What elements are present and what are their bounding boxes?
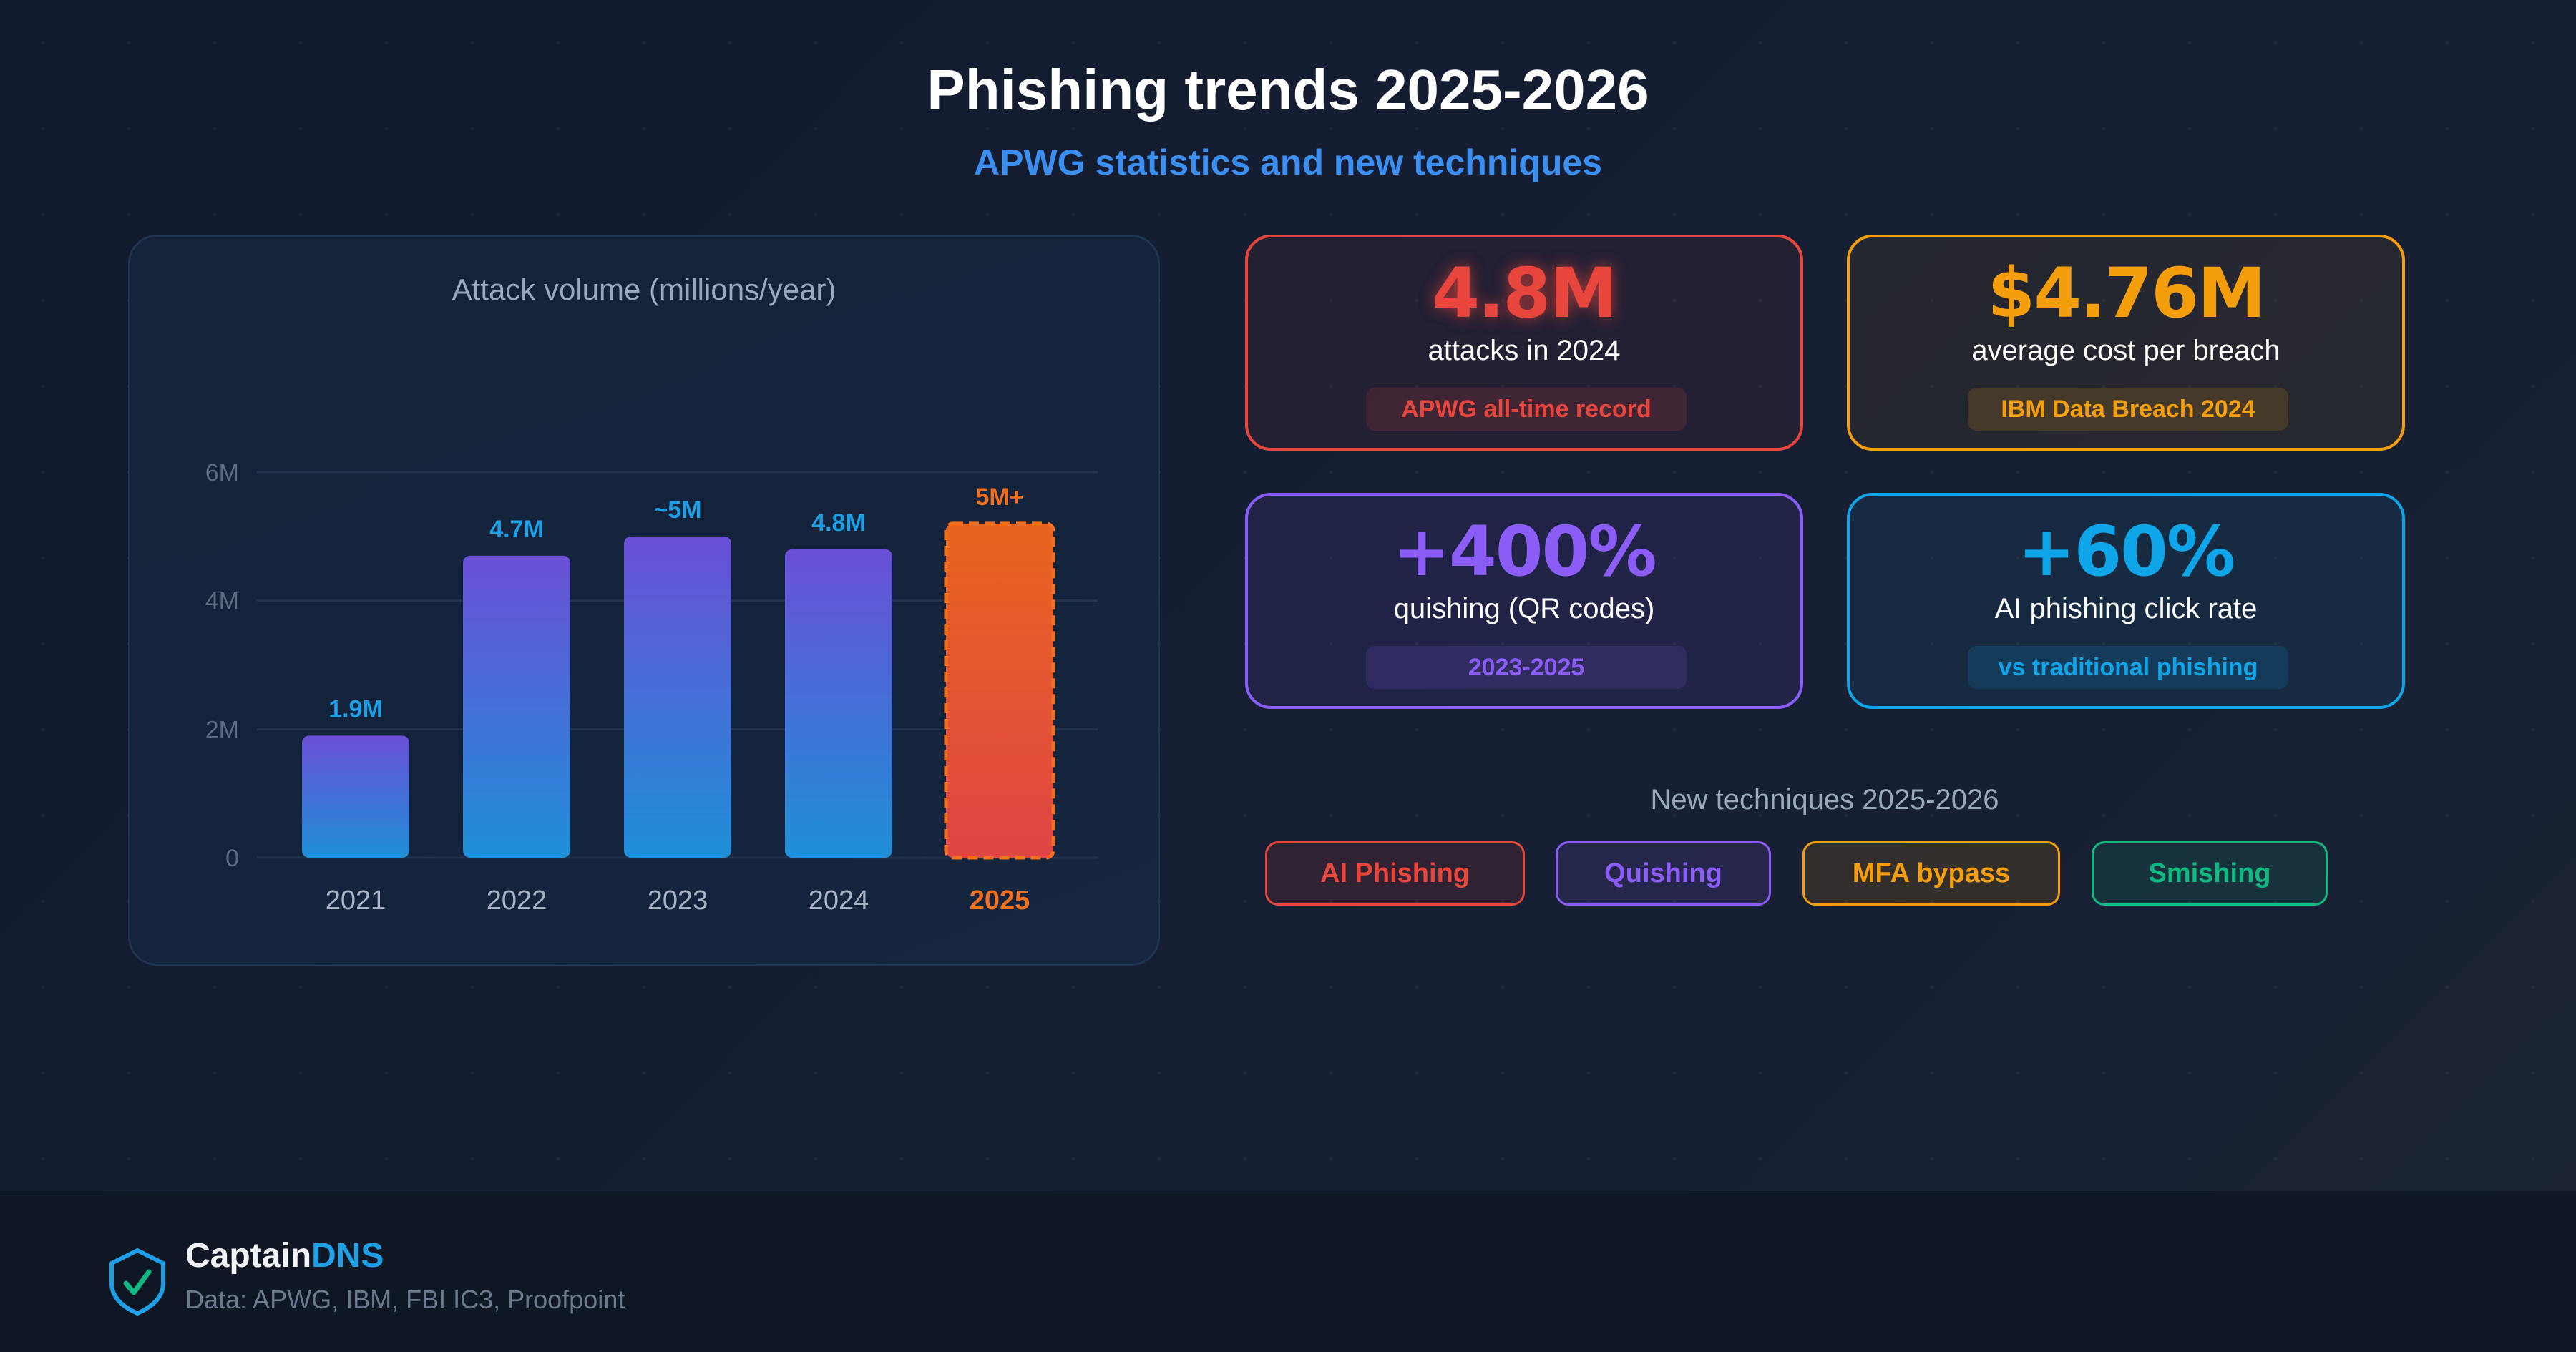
technique-pill: Quishing xyxy=(1556,841,1771,906)
x-tick-label: 2023 xyxy=(648,886,708,916)
y-tick-label: 0 xyxy=(225,845,239,872)
stat-value: $4.76M xyxy=(1987,253,2265,333)
x-tick-label: 2022 xyxy=(487,886,547,916)
stat-badge: 2023-2025 xyxy=(1366,646,1687,689)
chart-card: Attack volume (millions/year) 0 2M 4M 6M 1.9… xyxy=(128,235,1160,966)
bar-2024 xyxy=(785,549,892,858)
stat-badge: APWG all-time record xyxy=(1366,388,1687,431)
footer xyxy=(0,1191,2576,1352)
data-label: 1.9M xyxy=(328,695,383,722)
chart-title: Attack volume (millions/year) xyxy=(452,273,836,306)
data-label: 4.8M xyxy=(811,509,866,537)
stat-value: +60% xyxy=(2017,511,2235,592)
x-tick-label: 2021 xyxy=(326,886,386,916)
bar-2023 xyxy=(624,536,731,858)
techniques-heading: New techniques 2025-2026 xyxy=(1650,784,1999,815)
bar-2022 xyxy=(463,555,570,858)
stat-value: 4.8M xyxy=(1432,253,1618,333)
data-label: 4.7M xyxy=(489,516,544,543)
stat-card: +60% AI phishing click rate vs tradition… xyxy=(1847,493,2405,709)
stat-description: quishing (QR codes) xyxy=(1393,593,1655,624)
technique-pill: Smishing xyxy=(2092,841,2328,906)
shield-check-icon xyxy=(109,1248,165,1316)
page-subtitle: APWG statistics and new techniques xyxy=(974,142,1602,182)
x-tick-label: 2025 xyxy=(970,886,1030,916)
stat-card: $4.76M average cost per breach IBM Data … xyxy=(1847,235,2405,451)
stat-value: +400% xyxy=(1392,511,1657,592)
data-sources: Data: APWG, IBM, FBI IC3, Proofpoint xyxy=(185,1285,625,1314)
bar-2025 xyxy=(944,521,1055,860)
page-title: Phishing trends 2025-2026 xyxy=(927,58,1649,122)
bar-2021 xyxy=(302,735,409,858)
brand-main: Captain xyxy=(185,1237,312,1275)
y-tick-label: 4M xyxy=(205,588,239,615)
y-tick-label: 2M xyxy=(205,716,239,743)
brand-name: CaptainDNS xyxy=(185,1236,384,1275)
stat-description: AI phishing click rate xyxy=(1994,593,2258,624)
bar-chart: 0 2M 4M 6M 1.9M 2021 4.7M 2022 ~5M 2023 4.8M 2024 5M… xyxy=(205,459,1098,916)
stat-badge: vs traditional phishing xyxy=(1968,646,2288,689)
stat-description: attacks in 2024 xyxy=(1428,335,1621,366)
stat-badge: IBM Data Breach 2024 xyxy=(1968,388,2288,431)
technique-pill: AI Phishing xyxy=(1265,841,1525,906)
technique-pill: MFA bypass xyxy=(1802,841,2060,906)
data-label: ~5M xyxy=(653,496,701,524)
stat-card: 4.8M attacks in 2024 APWG all-time recor… xyxy=(1245,235,1803,451)
data-label: 5M+ xyxy=(975,484,1023,511)
stat-card: +400% quishing (QR codes) 2023-2025 xyxy=(1245,493,1803,709)
y-tick-label: 6M xyxy=(205,459,239,486)
brand-accent: DNS xyxy=(311,1237,384,1275)
x-tick-label: 2024 xyxy=(809,886,869,916)
stat-description: average cost per breach xyxy=(1971,335,2280,366)
